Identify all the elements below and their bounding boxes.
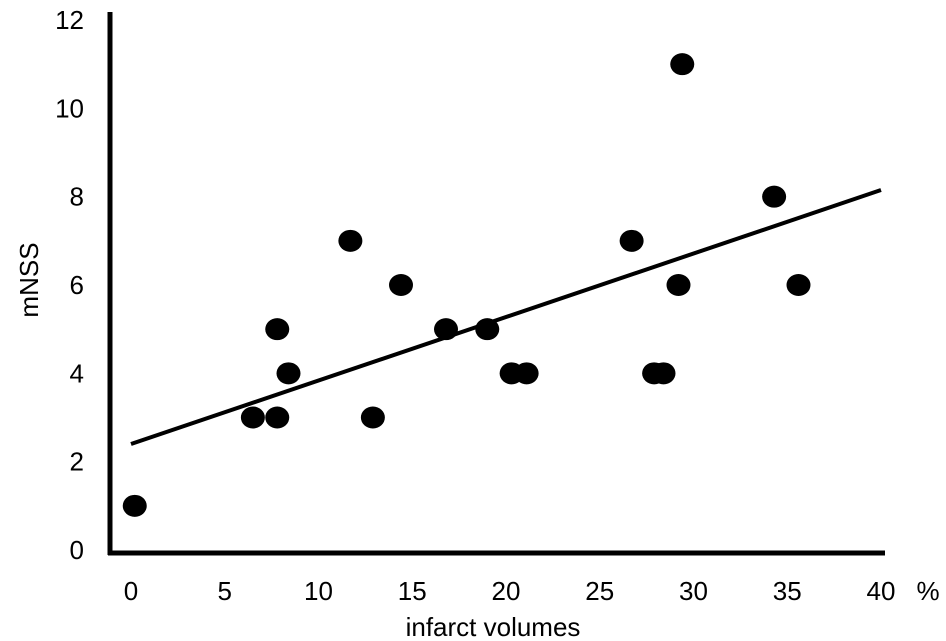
- data-point: [651, 362, 676, 385]
- data-point: [670, 53, 695, 76]
- data-point: [265, 318, 290, 341]
- data-point: [514, 362, 539, 385]
- plot-area: [122, 53, 811, 517]
- y-tick-label: 4: [70, 358, 84, 388]
- y-tick-label: 10: [55, 93, 84, 123]
- data-point: [122, 494, 147, 517]
- x-tick-label: 5: [218, 576, 232, 606]
- x-tick-label: 35: [773, 576, 802, 606]
- data-point: [240, 406, 265, 429]
- x-unit-label: %: [916, 576, 939, 606]
- y-tick-label: 0: [70, 535, 84, 565]
- x-tick-label: 40: [867, 576, 896, 606]
- x-tick-label: 10: [304, 576, 333, 606]
- data-point: [619, 229, 644, 252]
- data-point: [762, 185, 787, 208]
- x-tick-label: 20: [492, 576, 521, 606]
- data-point: [338, 229, 363, 252]
- data-point: [276, 362, 301, 385]
- y-tick-label: 6: [70, 270, 84, 300]
- data-point: [666, 274, 691, 296]
- y-tick-label: 12: [55, 5, 84, 35]
- x-tick-label: 25: [585, 576, 614, 606]
- y-tick-label: 2: [70, 447, 84, 477]
- data-point: [360, 406, 385, 429]
- x-axis-title: infarct volumes: [406, 612, 581, 641]
- data-point: [265, 406, 290, 429]
- y-tick-labels: 0 2 4 6 8 10 12: [55, 5, 84, 565]
- x-tick-label: 0: [124, 576, 138, 606]
- x-tick-label: 30: [679, 576, 708, 606]
- y-tick-label: 8: [70, 182, 84, 212]
- trend-line: [130, 188, 882, 446]
- x-tick-label: 15: [398, 576, 427, 606]
- data-point: [389, 274, 413, 296]
- y-axis-title: mNSS: [14, 242, 44, 317]
- x-tick-labels: 0 5 10 15 20 25 30 35 40: [124, 576, 896, 606]
- data-point: [786, 274, 811, 296]
